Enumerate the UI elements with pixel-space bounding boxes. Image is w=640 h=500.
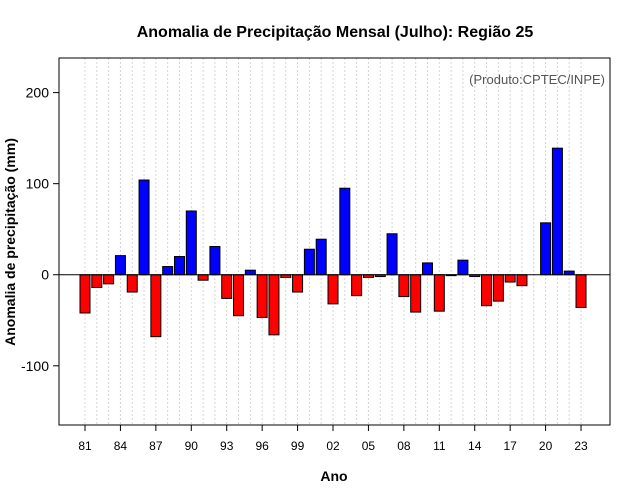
bar-2015 — [481, 274, 493, 307]
x-tick-label: 05 — [362, 439, 376, 453]
bar-2009 — [410, 274, 422, 313]
bar-2001 — [315, 238, 327, 276]
chart-title: Anomalia de Precipitação Mensal (Julho):… — [137, 24, 534, 41]
x-axis-label: Ano — [320, 468, 347, 484]
bar-1992 — [209, 246, 221, 276]
bar-1994 — [233, 274, 245, 317]
plot-area-frame — [58, 57, 611, 426]
x-tick-label: 11 — [433, 439, 446, 453]
x-tick-label: 96 — [255, 439, 269, 453]
bar-2023 — [575, 274, 587, 309]
bar-1982 — [91, 274, 103, 288]
bar-1983 — [103, 274, 115, 285]
x-tick-label: 84 — [114, 439, 128, 453]
bar-1999 — [292, 274, 304, 293]
y-tick-label: -100 — [21, 358, 49, 374]
y-axis: -100 0 100 200 — [21, 85, 59, 374]
bar-series — [79, 147, 587, 338]
x-tick-label: 02 — [326, 439, 340, 453]
bar-2022 — [563, 270, 575, 276]
bar-2010 — [421, 262, 433, 276]
bar-2000 — [303, 248, 315, 276]
bar-1986 — [138, 179, 150, 276]
bar-2017 — [504, 274, 516, 283]
x-tick-label: 90 — [185, 439, 199, 453]
bar-2004 — [351, 274, 363, 297]
x-tick-label: 81 — [78, 439, 92, 453]
chart-annotation: (Produto:CPTEC/INPE) — [469, 72, 605, 87]
bar-2020 — [540, 222, 552, 276]
x-tick-label: 99 — [291, 439, 305, 453]
bar-1993 — [221, 274, 233, 299]
bar-1987 — [150, 274, 162, 338]
x-axis: 81 84 87 90 93 96 99 02 05 08 11 14 17 20 23 — [78, 425, 588, 453]
x-tick-label: 93 — [220, 439, 234, 453]
y-axis-label: Anomalia de precipitação (mm) — [2, 138, 18, 346]
bar-2002 — [327, 274, 339, 305]
y-tick-label: 200 — [26, 85, 50, 101]
bar-1990 — [185, 210, 197, 276]
bar-1997 — [268, 274, 280, 336]
bar-1991 — [197, 274, 209, 281]
bar-2018 — [516, 274, 528, 287]
bar-1995 — [244, 269, 256, 276]
x-tick-label: 87 — [149, 439, 163, 453]
y-tick-label: 0 — [41, 267, 49, 283]
bar-2011 — [433, 274, 445, 312]
bar-1984 — [114, 255, 126, 276]
bar-2007 — [386, 233, 398, 276]
bar-1985 — [126, 274, 138, 293]
x-tick-label: 14 — [468, 439, 482, 453]
bar-1981 — [79, 274, 91, 314]
y-tick-label: 100 — [26, 176, 50, 192]
x-tick-label: 23 — [574, 439, 588, 453]
bar-2013 — [457, 259, 469, 276]
vertical-gridlines — [84, 58, 582, 425]
x-tick-label: 20 — [539, 439, 553, 453]
x-tick-label: 08 — [397, 439, 411, 453]
bar-2008 — [398, 274, 410, 298]
bar-1988 — [162, 266, 174, 276]
bar-2003 — [339, 187, 351, 276]
bar-1996 — [256, 274, 268, 319]
bar-2016 — [492, 274, 504, 302]
x-tick-label: 17 — [503, 439, 517, 453]
bar-1989 — [173, 256, 185, 276]
bar-2021 — [551, 147, 563, 276]
